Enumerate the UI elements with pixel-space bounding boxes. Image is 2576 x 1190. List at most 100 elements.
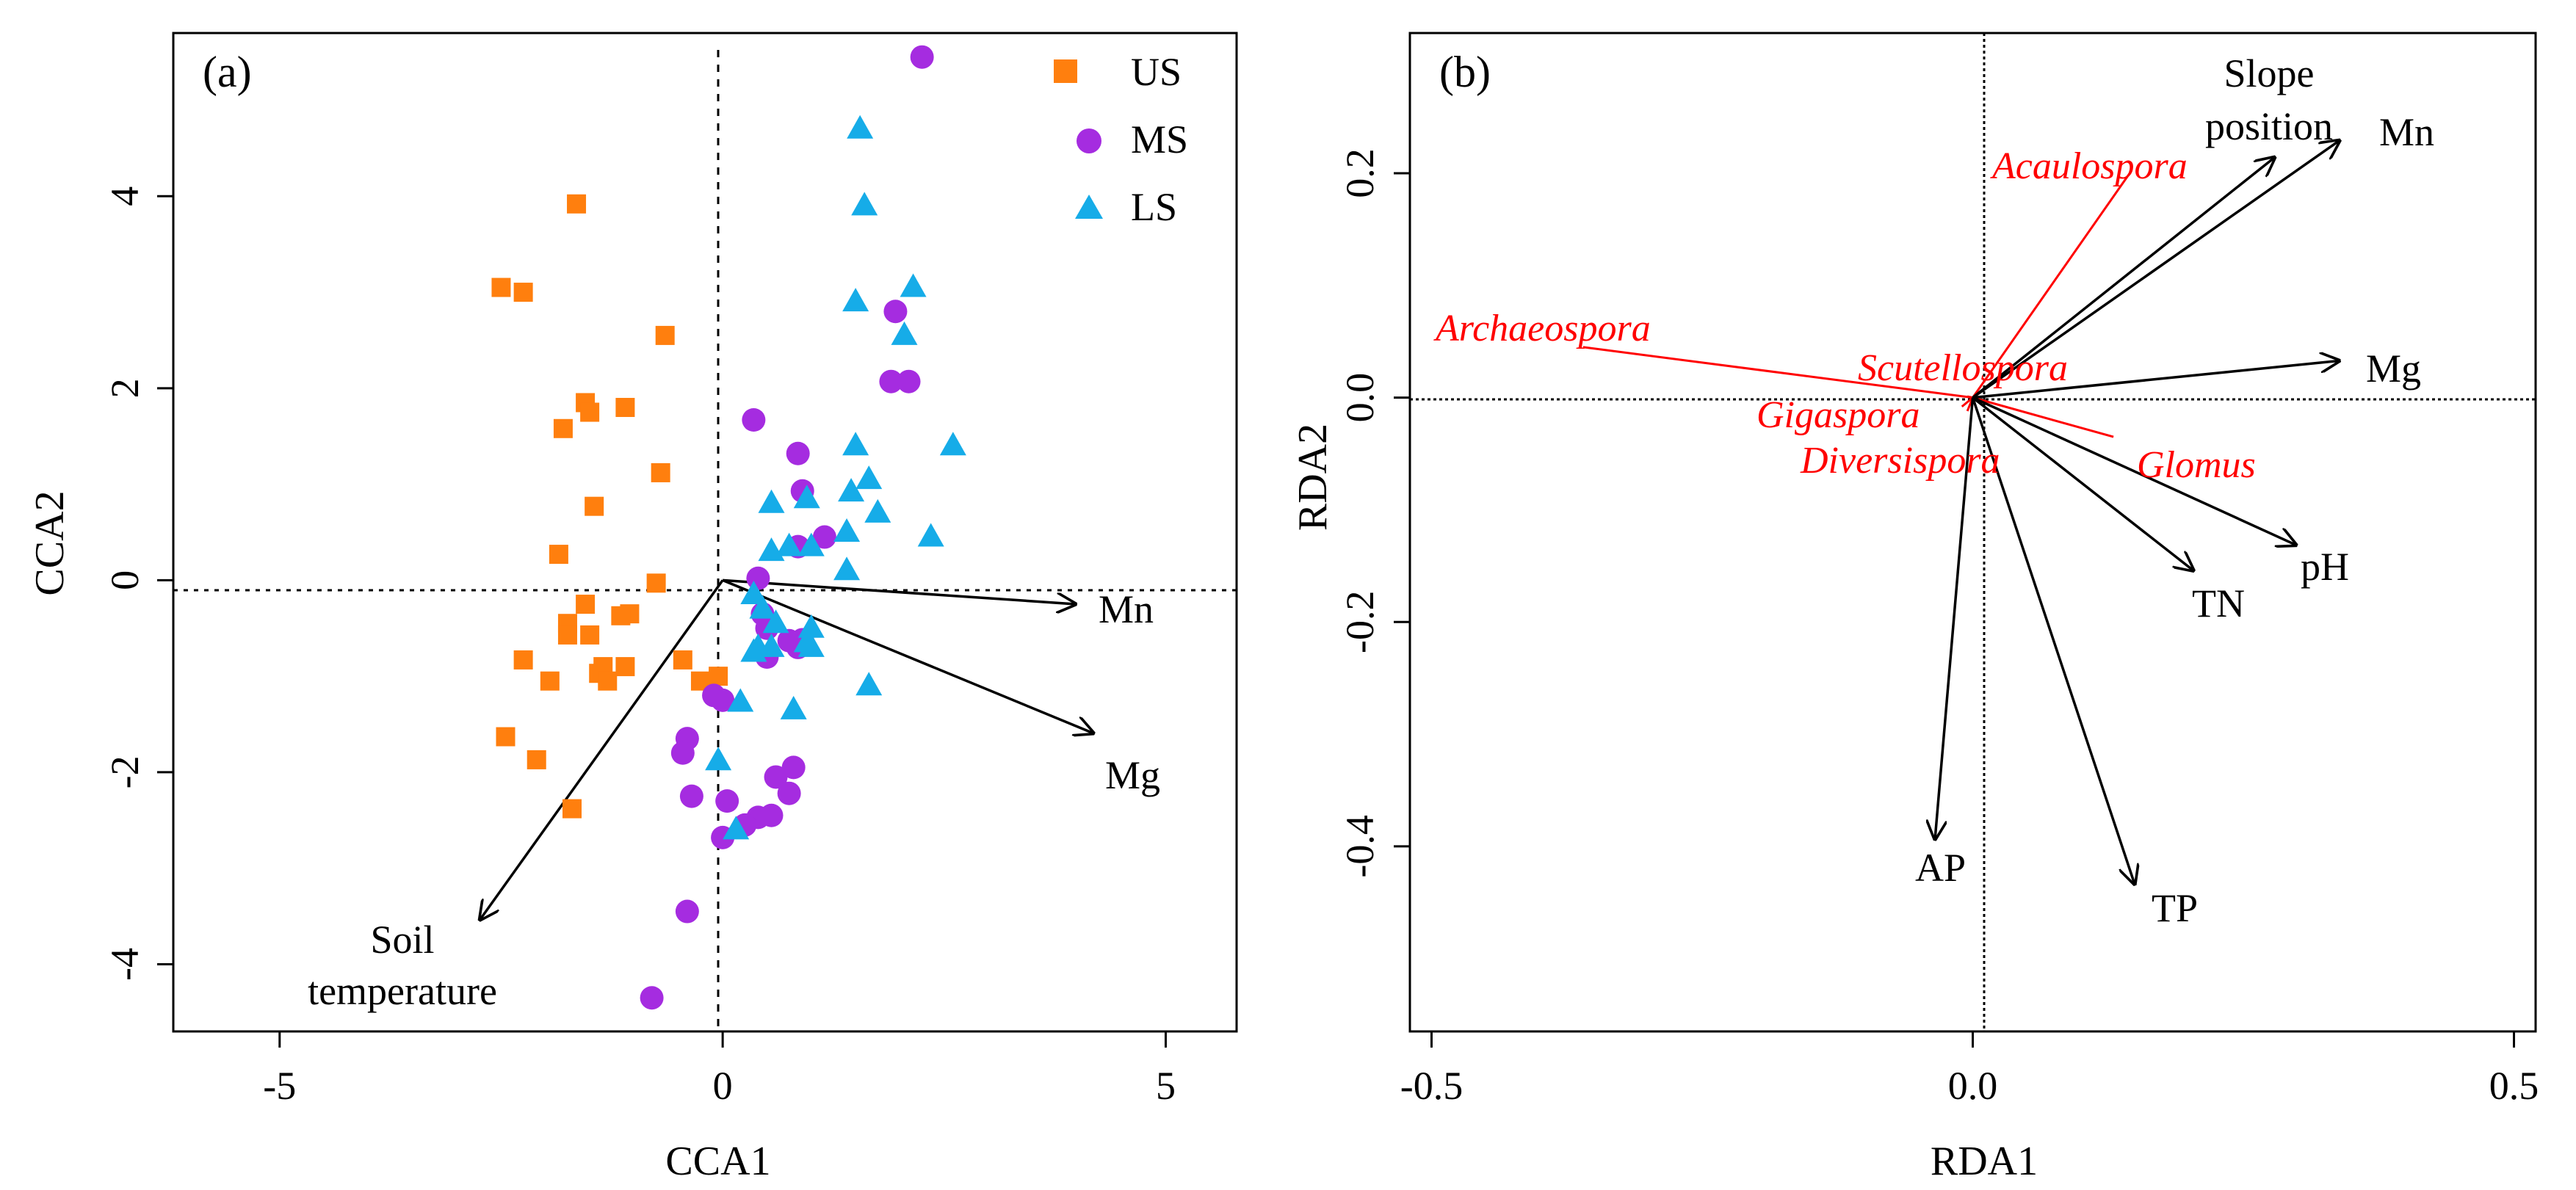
point-ls (847, 115, 874, 139)
panel-a-label: (a) (203, 48, 252, 96)
genus-vector-glomus (1972, 396, 2114, 438)
point-us (585, 496, 604, 516)
panel-b-ytick-label: -0.2 (1338, 591, 1382, 653)
env-vector-mn (1972, 139, 2341, 399)
vector-label-mn-a: Mn (1099, 587, 1154, 631)
point-ls (775, 532, 803, 556)
vector-label-ap: AP (1915, 846, 1966, 890)
panel-b-environment-vectors (1935, 139, 2341, 885)
point-ls (758, 633, 785, 657)
legend-label-us: US (1131, 50, 1182, 94)
genus-label-archaeospora: Archaeospora (1433, 308, 1651, 349)
point-us (709, 667, 728, 686)
point-ms (670, 741, 695, 765)
point-ls (842, 432, 869, 456)
panel-a-xlabel: CCA1 (665, 1139, 770, 1184)
vector-soil-temperature-a (479, 579, 724, 921)
point-us (527, 750, 546, 769)
genus-label-scutellospora: Scutellospora (1858, 347, 2068, 389)
vector-mg-a (722, 578, 1095, 733)
panel-b-ytick-label: 0.2 (1338, 148, 1382, 198)
panel-a-ytick-label: 0 (103, 570, 147, 590)
vector-label-slope-position-line2: position (2205, 104, 2333, 148)
legend-marker-us (1054, 59, 1077, 83)
legend: US MS LS (1054, 50, 1188, 229)
vector-label-slope-position-line1: Slope (2224, 51, 2314, 95)
point-us (611, 606, 631, 625)
point-ls (780, 695, 807, 719)
point-ls (842, 288, 869, 312)
point-ls (723, 816, 750, 840)
point-us (598, 671, 618, 691)
point-ls (855, 672, 883, 696)
vector-label-mg-b: Mg (2366, 347, 2421, 391)
legend-label-ls: LS (1131, 185, 1177, 229)
point-ls (939, 432, 966, 456)
point-us (491, 277, 511, 297)
panel-a-xtick-label: 0 (713, 1064, 733, 1108)
legend-marker-ms (1077, 128, 1101, 153)
genus-vector-gigaspora (1961, 396, 1974, 408)
point-ls (705, 747, 732, 771)
genus-label-acaulospora: Acaulospora (1990, 145, 2188, 187)
point-ls (762, 609, 789, 634)
genus-vector-archaeospora (1582, 346, 1973, 399)
point-ms (812, 525, 836, 549)
point-ls (758, 489, 785, 513)
point-ls (900, 273, 927, 297)
point-us (540, 671, 560, 691)
point-ms (715, 789, 739, 813)
point-us (513, 650, 533, 670)
legend-marker-ls (1075, 195, 1103, 219)
panel-b-genus-vectors (1582, 173, 2131, 438)
vector-label-tp: TP (2152, 886, 2198, 930)
panel-b-label: (b) (1439, 48, 1491, 96)
vector-label-mg-a: Mg (1105, 753, 1160, 797)
point-ms (679, 784, 703, 808)
panel-a-frame (172, 32, 1238, 1033)
panel-b-xtick-label: 0.5 (2489, 1064, 2539, 1108)
point-ls (749, 595, 776, 619)
legend-label-ms: MS (1131, 117, 1188, 162)
point-ms (910, 45, 934, 69)
point-us (553, 418, 573, 438)
env-vector-slope-position (1972, 156, 2276, 399)
panel-b-xtick-label: 0.0 (1948, 1064, 1998, 1108)
point-ms (675, 899, 699, 924)
point-ms (879, 369, 903, 393)
point-us (673, 650, 692, 670)
vector-label-soil-temperature-line2: temperature (308, 969, 497, 1013)
env-vector-mg (1972, 360, 2341, 399)
genus-label-gigaspora: Gigaspora (1756, 394, 1920, 436)
panel-a-vectors (479, 578, 1095, 921)
point-ls (793, 485, 820, 509)
panel-b-frame (1408, 32, 2537, 1033)
vector-label-ph: pH (2301, 545, 2349, 589)
point-us (655, 325, 675, 345)
point-ls (797, 633, 825, 657)
panel-b-ytick-label: 0.0 (1338, 373, 1382, 423)
point-ms (764, 765, 788, 789)
env-vector-tp (1971, 397, 2135, 886)
point-ms (781, 755, 806, 780)
point-us (557, 625, 577, 645)
point-us (646, 573, 666, 593)
point-ms (742, 408, 766, 432)
vector-label-soil-temperature-line1: Soil (370, 918, 434, 962)
point-ls (797, 532, 825, 556)
env-vector-ph (1972, 396, 2298, 546)
point-ms (897, 369, 921, 393)
panel-b-xtick-label: -0.5 (1400, 1064, 1463, 1108)
point-ls (740, 638, 767, 662)
point-ms (786, 441, 810, 465)
point-ls (838, 478, 865, 502)
genus-label-glomus: Glomus (2137, 444, 2256, 486)
point-ls (851, 192, 878, 216)
panel-a-ticks: -5 0 5 -4 -2 0 2 4 (103, 186, 1176, 1108)
point-ls (917, 523, 944, 547)
panel-a-xtick-label: 5 (1156, 1064, 1176, 1108)
point-ls (864, 498, 891, 523)
point-ms (777, 781, 801, 805)
genus-label-diversispora: Diversispora (1800, 440, 2000, 482)
